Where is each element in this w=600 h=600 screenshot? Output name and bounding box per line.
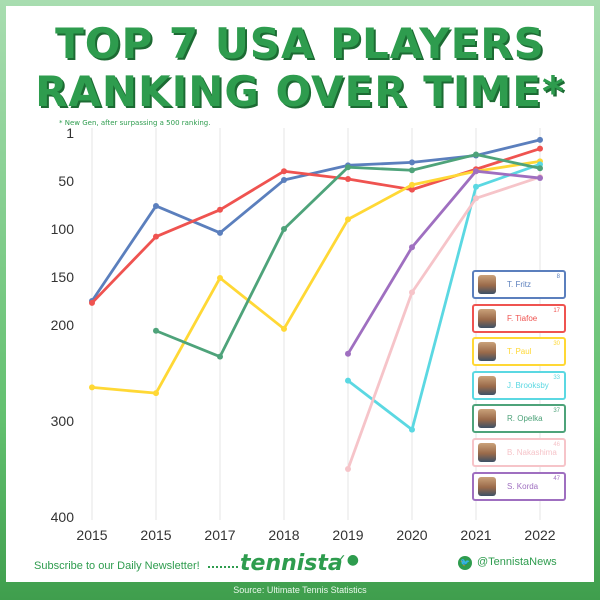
data-point bbox=[409, 181, 415, 188]
legend-current-rank: 47 bbox=[553, 475, 560, 482]
x-tick-label: 2017 bbox=[204, 527, 235, 543]
data-point bbox=[473, 151, 479, 158]
dotted-arrow bbox=[208, 566, 238, 568]
data-point bbox=[345, 466, 351, 472]
player-photo bbox=[478, 342, 496, 362]
data-point bbox=[281, 226, 287, 232]
data-point bbox=[537, 136, 543, 143]
legend-item: T. Fritz 8 bbox=[472, 270, 566, 299]
y-tick-label: 50 bbox=[58, 173, 74, 189]
data-point bbox=[153, 233, 159, 240]
data-point bbox=[345, 350, 351, 357]
data-point bbox=[345, 164, 351, 171]
y-tick-label: 1 bbox=[66, 125, 74, 141]
data-point bbox=[345, 176, 351, 183]
data-point bbox=[89, 299, 95, 306]
legend-item: F. Tiafoe 17 bbox=[472, 303, 566, 333]
chart-title-line2: RANKING OVER TIME* bbox=[35, 67, 565, 116]
x-tick-label: 2019 bbox=[332, 527, 363, 543]
data-point bbox=[217, 274, 223, 281]
legend-item: B. Nakashima 46 bbox=[472, 437, 566, 467]
legend-item: J. Brooksby 33 bbox=[472, 370, 566, 400]
newsletter-text[interactable]: Subscribe to our Daily Newsletter! bbox=[34, 560, 200, 572]
legend-current-rank: 17 bbox=[553, 307, 560, 314]
legend-current-rank: 30 bbox=[553, 341, 560, 348]
player-photo bbox=[478, 375, 496, 395]
data-point bbox=[281, 325, 287, 332]
player-photo bbox=[478, 308, 496, 328]
legend-player-name: J. Brooksby bbox=[507, 380, 549, 390]
y-tick-label: 300 bbox=[51, 413, 75, 429]
x-tick-label: 2015 bbox=[76, 527, 107, 543]
data-point bbox=[473, 168, 479, 175]
data-point bbox=[345, 216, 351, 223]
data-point bbox=[153, 202, 159, 209]
twitter-icon: 🐦 bbox=[458, 556, 472, 570]
legend-current-rank: 8 bbox=[556, 274, 560, 280]
player-photo bbox=[478, 275, 496, 294]
x-tick-label: 2015 bbox=[140, 527, 171, 543]
chart-note: * New Gen, after surpassing a 500 rankin… bbox=[59, 119, 211, 127]
brand-logo: tennista bbox=[240, 551, 343, 576]
legend-current-rank: 37 bbox=[553, 408, 560, 415]
data-point bbox=[345, 377, 351, 384]
data-point bbox=[409, 159, 415, 166]
data-point bbox=[409, 244, 415, 251]
data-point bbox=[537, 175, 543, 182]
legend-current-rank: 46 bbox=[553, 441, 560, 448]
legend-current-rank: 33 bbox=[553, 374, 560, 381]
data-point bbox=[89, 384, 95, 391]
legend-item: T. Paul 30 bbox=[472, 337, 566, 367]
data-point bbox=[217, 206, 223, 213]
chart-title-line1: TOP 7 USA PLAYERS bbox=[55, 19, 545, 68]
player-photo bbox=[478, 442, 496, 462]
data-point bbox=[537, 165, 543, 172]
data-point bbox=[537, 145, 543, 152]
data-point bbox=[281, 168, 287, 175]
data-point bbox=[409, 289, 415, 296]
series-line-2 bbox=[90, 160, 542, 395]
legend-player-name: S. Korda bbox=[507, 481, 539, 491]
legend-player-name: T. Fritz bbox=[507, 280, 531, 289]
twitter-handle[interactable]: @TennistaNews bbox=[477, 556, 557, 568]
data-point bbox=[409, 167, 415, 174]
legend-player-name: T. Paul bbox=[507, 347, 532, 357]
legend-item: S. Korda 47 bbox=[472, 471, 566, 501]
data-point bbox=[409, 426, 415, 433]
x-tick-label: 2021 bbox=[460, 527, 491, 543]
data-point bbox=[409, 186, 415, 193]
data-point bbox=[217, 353, 223, 360]
legend: T. Fritz 8 F. Tiafoe 17 T. Paul 30 J. Brooksby… bbox=[472, 270, 566, 505]
x-tick-label: 2020 bbox=[396, 527, 427, 543]
tennis-ball-icon: ✓● bbox=[335, 552, 359, 568]
data-point bbox=[153, 327, 159, 334]
data-point bbox=[153, 390, 159, 397]
data-point bbox=[473, 195, 479, 202]
series-line-5 bbox=[346, 175, 542, 471]
y-tick-label: 200 bbox=[51, 317, 75, 333]
y-tick-label: 150 bbox=[51, 269, 75, 285]
legend-item: R. Opelka 37 bbox=[472, 404, 566, 434]
data-point bbox=[217, 229, 223, 236]
player-photo bbox=[478, 409, 496, 429]
data-point bbox=[281, 177, 287, 184]
series-line-6 bbox=[346, 169, 542, 356]
y-tick-label: 400 bbox=[51, 509, 75, 525]
legend-player-name: R. Opelka bbox=[507, 414, 543, 424]
x-tick-label: 2022 bbox=[524, 527, 555, 543]
x-tick-label: 2018 bbox=[268, 527, 299, 543]
legend-player-name: B. Nakashima bbox=[507, 447, 557, 457]
source-note: Source: Ultimate Tennis Statistics bbox=[233, 585, 367, 595]
y-tick-label: 100 bbox=[51, 221, 75, 237]
data-point bbox=[473, 183, 479, 190]
player-photo bbox=[478, 476, 496, 496]
legend-player-name: F. Tiafoe bbox=[507, 313, 538, 323]
